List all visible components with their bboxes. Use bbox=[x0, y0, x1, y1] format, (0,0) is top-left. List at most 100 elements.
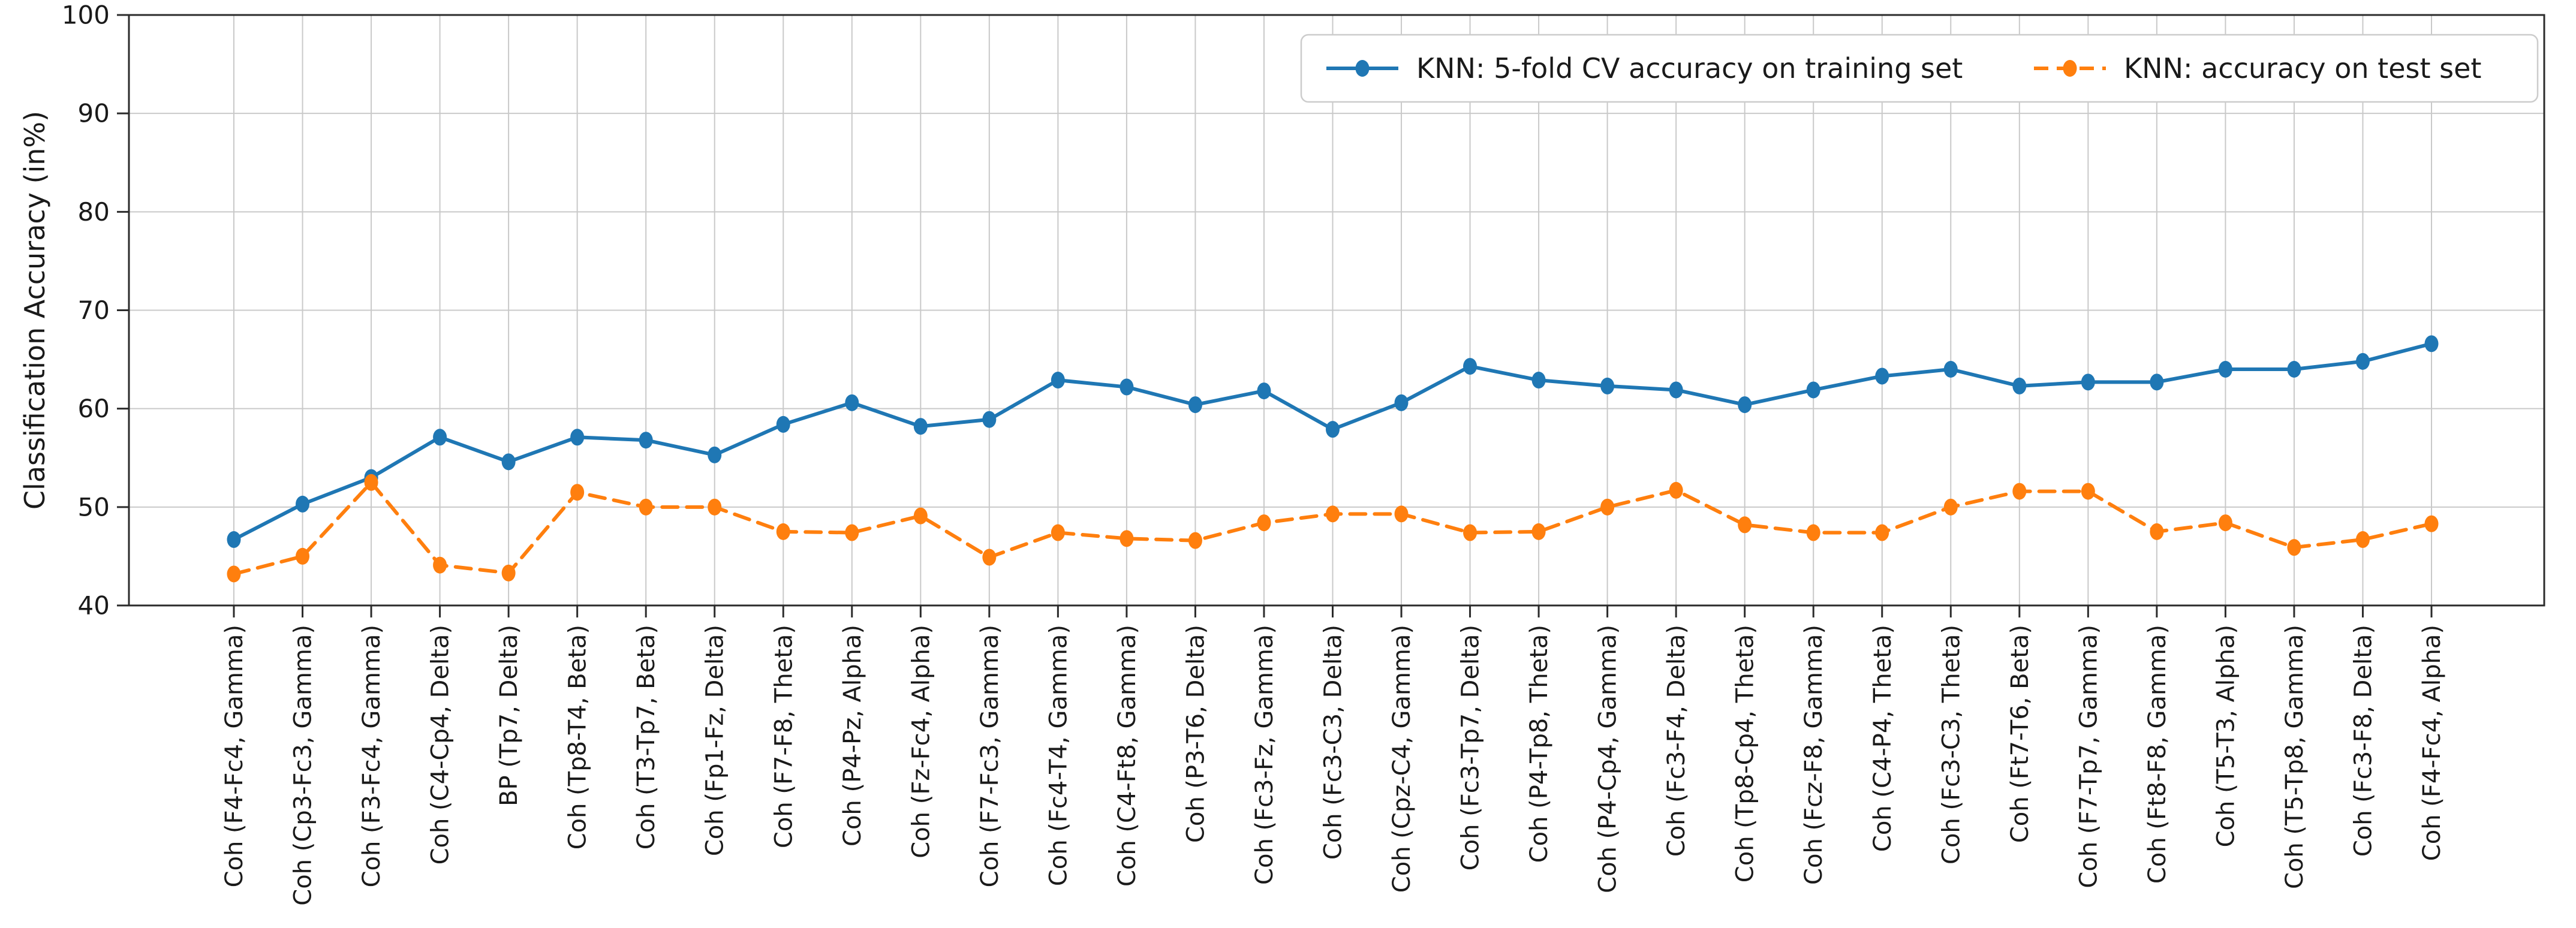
data-point bbox=[1943, 498, 1958, 516]
y-tick-label: 70 bbox=[78, 296, 110, 325]
data-point bbox=[1394, 394, 1409, 411]
data-point bbox=[2150, 373, 2164, 391]
data-point bbox=[1257, 382, 1271, 400]
data-point bbox=[296, 495, 310, 513]
data-point bbox=[1188, 396, 1202, 414]
data-point bbox=[1875, 524, 1889, 541]
x-tick-label: Coh (F7-Tp7, Gamma) bbox=[2075, 625, 2102, 888]
data-point bbox=[433, 429, 447, 446]
x-tick-label: Coh (F7-Fc3, Gamma) bbox=[976, 625, 1004, 887]
x-tick-label: Coh (Tp8-T4, Beta) bbox=[564, 625, 592, 849]
data-point bbox=[1669, 481, 1683, 499]
data-point bbox=[1806, 524, 1820, 541]
data-point bbox=[1669, 381, 1683, 399]
y-tick-label: 40 bbox=[78, 591, 110, 620]
data-point bbox=[1806, 381, 1820, 399]
x-tick-label: Coh (C4-Ft8, Gamma) bbox=[1114, 625, 1141, 887]
data-point bbox=[1600, 498, 1615, 516]
data-point bbox=[2424, 515, 2439, 532]
x-tick-label: Coh (Fc3-F4, Delta) bbox=[1663, 625, 1690, 857]
data-point bbox=[1394, 505, 1409, 523]
data-point bbox=[1463, 524, 1477, 541]
data-point bbox=[501, 564, 516, 581]
x-tick-label: Coh (F3-Fc4, Gamma) bbox=[358, 625, 386, 887]
y-tick-label: 50 bbox=[78, 492, 110, 522]
data-point bbox=[845, 394, 859, 411]
y-tick-label: 80 bbox=[78, 197, 110, 227]
data-point bbox=[913, 507, 928, 525]
data-point bbox=[1600, 377, 1615, 394]
y-tick-label: 90 bbox=[78, 99, 110, 128]
data-point bbox=[708, 498, 722, 516]
x-tick-label: Coh (P4-Cp4, Gamma) bbox=[1594, 625, 1622, 893]
data-point bbox=[982, 411, 997, 428]
data-point bbox=[433, 556, 447, 574]
data-point bbox=[2424, 335, 2439, 352]
data-point bbox=[639, 498, 653, 516]
x-tick-label: Coh (Fc3-Fz, Gamma) bbox=[1251, 625, 1278, 885]
data-point bbox=[776, 523, 790, 540]
legend-marker-train bbox=[1355, 60, 1370, 77]
data-point bbox=[227, 565, 241, 583]
data-point bbox=[2150, 523, 2164, 540]
data-point bbox=[639, 432, 653, 449]
x-tick-label: Coh (Fc3-C3, Delta) bbox=[1320, 625, 1347, 860]
data-point bbox=[1943, 361, 1958, 378]
legend: KNN: 5-fold CV accuracy on training set K… bbox=[1300, 34, 2539, 103]
x-tick-label: Coh (C4-P4, Theta) bbox=[1869, 625, 1897, 852]
data-point bbox=[2355, 531, 2370, 549]
data-point bbox=[1188, 532, 1202, 549]
data-point bbox=[1120, 530, 1134, 547]
legend-label-test: KNN: accuracy on test set bbox=[2124, 52, 2481, 85]
y-tick-label: 100 bbox=[62, 1, 110, 30]
x-tick-label: Coh (F4-Fc4, Gamma) bbox=[221, 625, 248, 887]
x-tick-label: Coh (Fc3-C3, Theta) bbox=[1937, 625, 1965, 864]
x-tick-label: Coh (P4-Pz, Alpha) bbox=[839, 625, 866, 846]
data-point bbox=[1051, 372, 1065, 389]
legend-box bbox=[1300, 34, 2539, 103]
legend-marker-test bbox=[2063, 60, 2077, 77]
data-point bbox=[2218, 514, 2232, 532]
x-tick-label: Coh (Fc3-Tp7, Delta) bbox=[1457, 625, 1485, 870]
x-tick-label: Coh (Fc4-T4, Gamma) bbox=[1045, 625, 1072, 886]
x-tick-label: Coh (F4-Fc4, Alpha) bbox=[2418, 625, 2446, 861]
data-point bbox=[2287, 539, 2301, 556]
legend-label-train: KNN: 5-fold CV accuracy on training set bbox=[1416, 52, 1963, 85]
x-tick-label: Coh (Ft7-T6, Beta) bbox=[2006, 625, 2034, 843]
x-tick-label: Coh (T3-Tp7, Beta) bbox=[633, 625, 660, 849]
series-train bbox=[227, 335, 2439, 549]
x-tick-label: Coh (Tp8-Cp4, Theta) bbox=[1732, 625, 1759, 882]
data-point bbox=[913, 418, 928, 435]
y-axis-title: Classification Accuracy (in%) bbox=[19, 111, 51, 510]
x-tick-label: Coh (Cp3-Fc3, Gamma) bbox=[290, 625, 317, 906]
data-point bbox=[1531, 523, 1546, 540]
data-point bbox=[845, 524, 859, 541]
x-tick-label: Coh (Fz-Fc4, Alpha) bbox=[907, 625, 935, 858]
data-point bbox=[2355, 352, 2370, 370]
data-point bbox=[296, 547, 310, 565]
data-point bbox=[2081, 373, 2095, 391]
series-test bbox=[227, 474, 2439, 583]
data-point bbox=[1326, 421, 1340, 438]
data-point bbox=[1120, 378, 1134, 396]
data-point bbox=[1531, 372, 1546, 389]
data-point bbox=[1051, 524, 1065, 541]
data-point bbox=[2287, 361, 2301, 378]
data-point bbox=[501, 453, 516, 471]
x-tick-label: Coh (Fcz-F8, Gamma) bbox=[1800, 625, 1828, 885]
data-point bbox=[364, 474, 378, 491]
y-axis: 40 50 60 70 80 90 100 bbox=[62, 1, 129, 620]
x-tick-label: Coh (T5-Tp8, Gamma) bbox=[2281, 625, 2309, 889]
data-point bbox=[2012, 483, 2027, 500]
data-point bbox=[1257, 514, 1271, 532]
x-tick-label: Coh (T5-T3, Alpha) bbox=[2212, 625, 2240, 847]
data-point bbox=[1326, 505, 1340, 523]
data-point bbox=[1875, 367, 1889, 385]
data-point bbox=[227, 531, 241, 549]
data-point bbox=[776, 415, 790, 433]
x-tick-label: Coh (Fp1-Fz, Delta) bbox=[702, 625, 729, 856]
data-point bbox=[1463, 358, 1477, 375]
